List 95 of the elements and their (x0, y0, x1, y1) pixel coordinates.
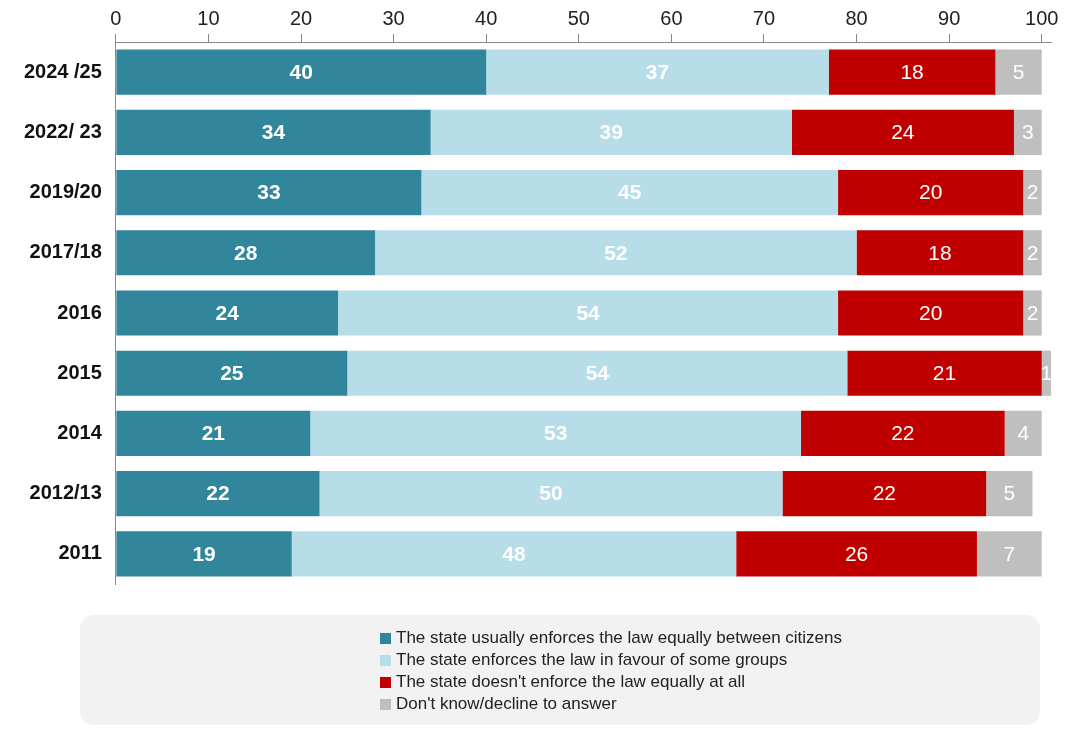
x-tick-label: 10 (197, 6, 220, 29)
bar (347, 350, 848, 396)
data-label: 7 (1003, 541, 1016, 565)
y-tick-label: 2012/13 (29, 481, 102, 504)
data-label: 24 (891, 120, 915, 144)
data-label: 22 (206, 481, 230, 505)
bar (976, 531, 1042, 577)
bar (116, 49, 487, 95)
y-tick-label: 2022/ 23 (23, 119, 102, 142)
x-tick-label: 80 (845, 6, 868, 29)
y-tick-label: 2015 (57, 360, 102, 383)
bar (310, 410, 802, 457)
data-label: 26 (844, 541, 869, 565)
bar (116, 230, 376, 276)
legend-label: The state usually enforces the law equally between citizens (396, 628, 843, 648)
bar (782, 471, 987, 517)
x-tick-label: 70 (752, 6, 776, 29)
x-tick-label: 0 (110, 6, 122, 29)
data-label: 22 (891, 421, 915, 445)
bar (116, 169, 422, 216)
y-tick-label: 2024 /25 (23, 59, 102, 82)
bar (1023, 290, 1042, 336)
data-label: 37 (645, 59, 670, 83)
bar (430, 109, 792, 155)
data-label: 24 (215, 300, 240, 324)
bar (375, 230, 857, 276)
data-label: 20 (918, 300, 943, 324)
data-label: 4 (1017, 421, 1030, 445)
data-label: 33 (257, 180, 281, 204)
bar (116, 350, 348, 396)
data-label: 25 (220, 361, 244, 385)
data-label: 18 (928, 240, 952, 264)
data-label: 48 (502, 541, 526, 565)
data-label: 2 (1026, 240, 1039, 264)
data-label: 52 (604, 240, 628, 264)
bar (847, 350, 1042, 396)
bar (116, 410, 311, 457)
data-label: 1 (1040, 361, 1053, 385)
bar (291, 531, 737, 577)
data-label: 2 (1026, 300, 1039, 324)
bar (995, 49, 1042, 95)
y-tick-label: 2019/20 (29, 180, 102, 203)
bar (116, 531, 292, 577)
bar (116, 471, 320, 517)
bar (801, 410, 1005, 457)
x-tick-label: 60 (660, 6, 683, 29)
x-tick-label: 30 (382, 6, 405, 29)
y-tick-label: 2016 (57, 300, 102, 323)
data-label: 20 (918, 180, 943, 204)
bar (319, 471, 783, 517)
bar (1013, 109, 1042, 155)
bar (838, 290, 1024, 336)
bar (116, 290, 339, 336)
data-label: 3 (1022, 120, 1034, 144)
bar (838, 169, 1024, 216)
data-label: 40 (289, 59, 313, 83)
data-label: 19 (192, 541, 216, 565)
data-label: 5 (1003, 481, 1016, 505)
data-label: 45 (618, 180, 642, 204)
bar (828, 49, 996, 95)
data-label: 54 (585, 361, 610, 385)
data-label: 39 (599, 120, 623, 144)
x-tick-label: 20 (289, 6, 313, 29)
bar (856, 230, 1024, 276)
x-tick-label: 50 (567, 6, 590, 29)
x-tick-label: 90 (938, 6, 961, 29)
legend-label: The state doesn't enforce the law equally at all (396, 672, 746, 692)
y-tick-label: 2011 (58, 541, 102, 564)
data-label: 54 (576, 300, 601, 324)
data-label: 2 (1026, 180, 1039, 204)
bar (486, 49, 829, 95)
bar (338, 290, 839, 336)
data-label: 5 (1012, 59, 1025, 83)
bar (116, 109, 431, 155)
data-label: 50 (539, 481, 563, 505)
data-label: 28 (234, 240, 258, 264)
bar (1023, 230, 1042, 276)
y-tick-label: 2017/18 (29, 240, 102, 263)
bar (736, 531, 977, 577)
x-tick-label: 40 (475, 6, 498, 29)
data-label: 21 (201, 421, 226, 445)
bar (791, 109, 1014, 155)
legend-label: Don't know/decline to answer (396, 694, 617, 714)
data-label: 34 (261, 120, 286, 144)
bar (1004, 410, 1042, 457)
x-tick-label: 100 (1025, 6, 1059, 29)
data-label: 53 (543, 421, 568, 445)
bar (421, 169, 839, 216)
bar (1023, 169, 1042, 216)
data-label: 18 (900, 59, 924, 83)
data-label: 22 (872, 481, 897, 505)
y-tick-label: 2014 (57, 420, 103, 443)
legend-label: The state enforces the law in favour of some groups (396, 650, 788, 670)
data-label: 21 (932, 361, 957, 385)
bar (986, 471, 1033, 517)
